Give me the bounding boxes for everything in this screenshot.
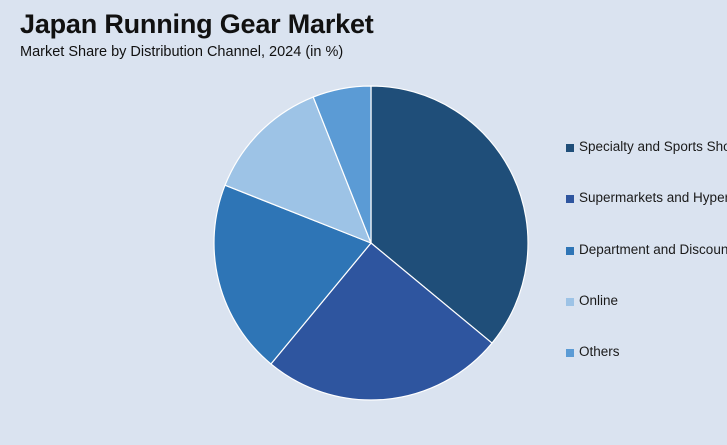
legend-label: Supermarkets and Hypermarkets [579, 190, 727, 206]
legend-label: Specialty and Sports Shops [579, 139, 727, 154]
pie-slice [312, 85, 372, 244]
legend-label: Department and Discount Stores [579, 241, 727, 257]
legend-item: Others [566, 344, 727, 395]
legend-item: Department and Discount Stores [566, 242, 727, 293]
legend-swatch [566, 246, 574, 255]
legend-swatch [566, 297, 574, 306]
pie-slice [213, 184, 372, 365]
chart-subtitle: Market Share by Distribution Channel, 20… [20, 44, 344, 60]
legend-swatch [566, 195, 574, 204]
legend-item: Online [566, 293, 727, 344]
pie-slice [270, 242, 493, 401]
pie-slice [370, 85, 529, 344]
chart-legend: Specialty and Sports Shops Supermarkets a… [566, 139, 727, 395]
legend-label: Others [579, 344, 620, 360]
legend-swatch [566, 349, 574, 358]
chart-title: Japan Running Gear Market [20, 9, 374, 39]
pie-slice [224, 96, 372, 244]
legend-item: Supermarkets and Hypermarkets [566, 190, 727, 241]
legend-swatch [566, 144, 574, 152]
legend-item: Specialty and Sports Shops [566, 139, 727, 190]
legend-label: Online [579, 292, 619, 308]
